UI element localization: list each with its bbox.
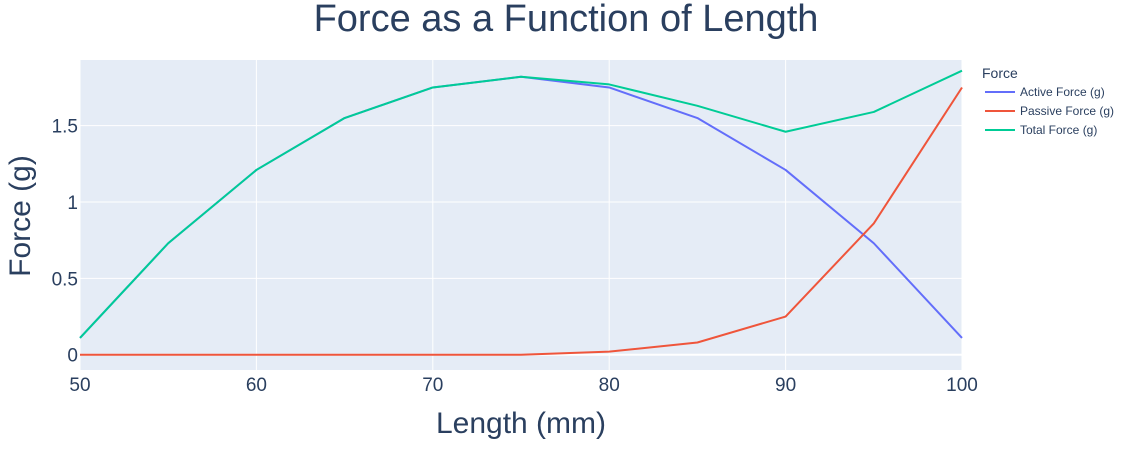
series-lines [79,69,963,356]
y-tick-label: 0.5 [52,269,78,290]
chart-title: Force as a Function of Length [314,0,819,40]
legend: Force Active Force (g) Passive Force (g) T… [982,65,1114,137]
x-tick-label: 50 [69,375,90,396]
x-tick-label: 90 [775,375,796,396]
x-tick-label: 60 [246,375,267,396]
series-line-2 [80,86,963,356]
x-tick-labels: 50 60 70 80 90 100 [69,375,977,396]
series-line-3 [79,69,963,339]
x-tick-label: 80 [599,375,620,396]
legend-item-3: Total Force (g) [1020,123,1097,137]
legend-item-2: Passive Force (g) [1020,104,1114,118]
x-tick-label: 70 [422,375,443,396]
y-tick-label: 1.5 [52,117,78,138]
x-tick-label: 100 [946,375,978,396]
plot-background [80,60,962,370]
legend-item-1: Active Force (g) [1020,85,1105,99]
y-tick-labels: 0 0.5 1 1.5 [52,117,78,367]
x-axis-title: Length (mm) [436,407,606,440]
y-tick-label: 1 [67,193,78,214]
y-tick-label: 0 [67,346,78,367]
legend-title: Force [982,65,1018,81]
y-axis-title: Force (g) [4,155,37,277]
